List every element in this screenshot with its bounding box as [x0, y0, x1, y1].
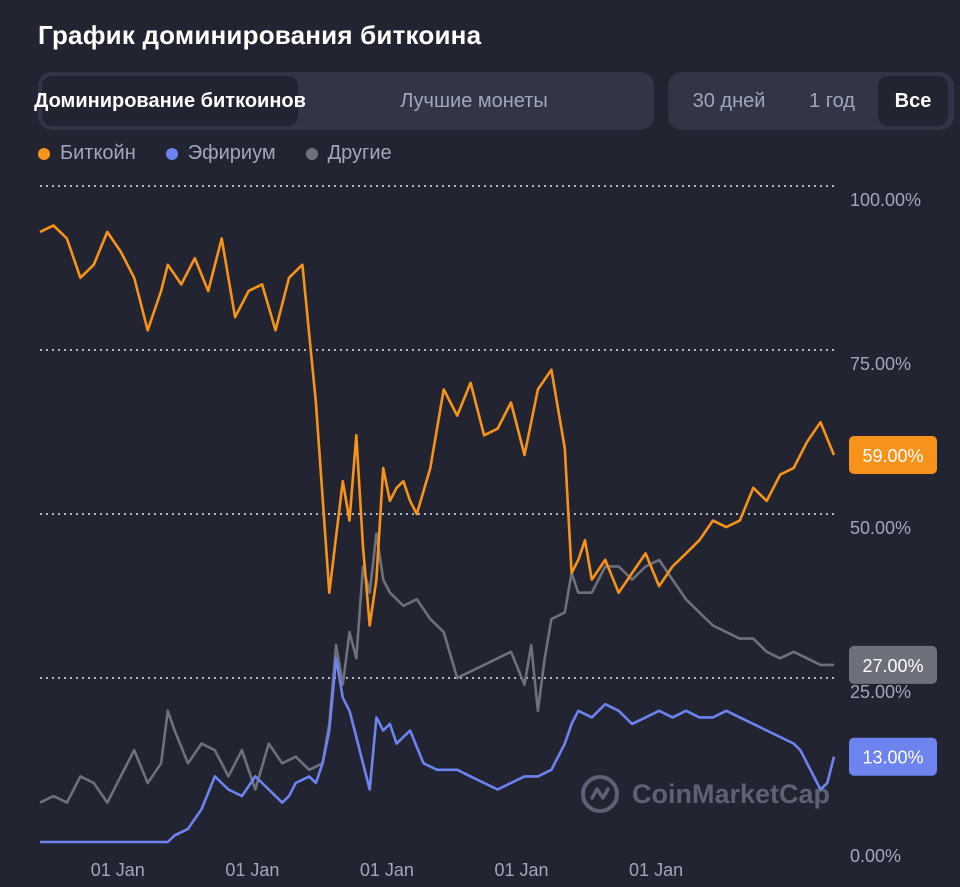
y-tick-label: 100.00% — [850, 190, 921, 210]
others-line — [39, 532, 834, 804]
coinmarketcap-logo-icon — [581, 775, 619, 813]
y-tick-label: 25.00% — [850, 682, 911, 702]
x-tick-label: 01 Jan — [494, 860, 548, 880]
badge-eth: 13.00% — [849, 737, 937, 776]
watermark: CoinMarketCap — [581, 775, 830, 813]
watermark-text: CoinMarketCap — [632, 779, 830, 809]
legend-label-eth: Эфириум — [187, 142, 276, 164]
badge-value: 13.00% — [862, 748, 923, 768]
legend-dot-btc — [38, 147, 50, 160]
time-range-switcher: 30 дней 1 год Все — [668, 72, 954, 130]
legend-label-others: Другие — [327, 142, 392, 164]
grid-lines — [40, 185, 834, 679]
tab-bitcoin-dominance[interactable]: Доминирование биткоинов — [34, 76, 306, 126]
badge-btc: 59.00% — [849, 435, 937, 474]
y-tick-label: 50.00% — [850, 518, 911, 538]
range-all-button[interactable]: Все — [878, 76, 948, 126]
chart-legend: Биткойн Эфириум Другие — [38, 142, 422, 165]
eth-line — [40, 657, 836, 844]
legend-dot-eth — [165, 147, 178, 160]
legend-item-btc[interactable]: Биткойн — [38, 142, 136, 165]
legend-label-btc: Биткойн — [60, 142, 136, 164]
y-tick-label: 75.00% — [850, 354, 911, 374]
badge-others: 27.00% — [849, 645, 937, 684]
dominance-chart: CoinMarketCap 100.00% 75.00% 50.00% 25.00% 0… — [39, 185, 937, 880]
page-title: График доминирования биткоина — [38, 20, 482, 50]
tab-top-coins[interactable]: Лучшие монеты — [400, 89, 548, 112]
range-1-year-button[interactable]: 1 год — [809, 89, 855, 112]
x-tick-label: 01 Jan — [360, 860, 414, 880]
badge-value: 59.00% — [862, 446, 923, 466]
x-tick-label: 01 Jan — [225, 860, 279, 880]
btc-line — [39, 224, 836, 627]
badge-value: 27.00% — [862, 656, 923, 676]
series-lines — [39, 224, 836, 844]
x-tick-label: 01 Jan — [629, 860, 683, 880]
range-30-days-button[interactable]: 30 дней — [692, 89, 766, 112]
y-axis-labels: 100.00% 75.00% 50.00% 25.00% 0.00% — [850, 190, 921, 866]
view-tab-switcher: Доминирование биткоинов Лучшие монеты — [34, 72, 654, 130]
legend-dot-others — [305, 147, 318, 160]
x-axis-labels: 01 Jan 01 Jan 01 Jan 01 Jan 01 Jan — [91, 860, 683, 880]
last-value-badges: 59.00% 13.00% 27.00% — [849, 435, 937, 776]
x-tick-label: 01 Jan — [91, 860, 145, 880]
legend-item-others[interactable]: Другие — [305, 142, 392, 165]
legend-item-eth[interactable]: Эфириум — [165, 142, 276, 165]
y-tick-label: 0.00% — [850, 846, 901, 866]
